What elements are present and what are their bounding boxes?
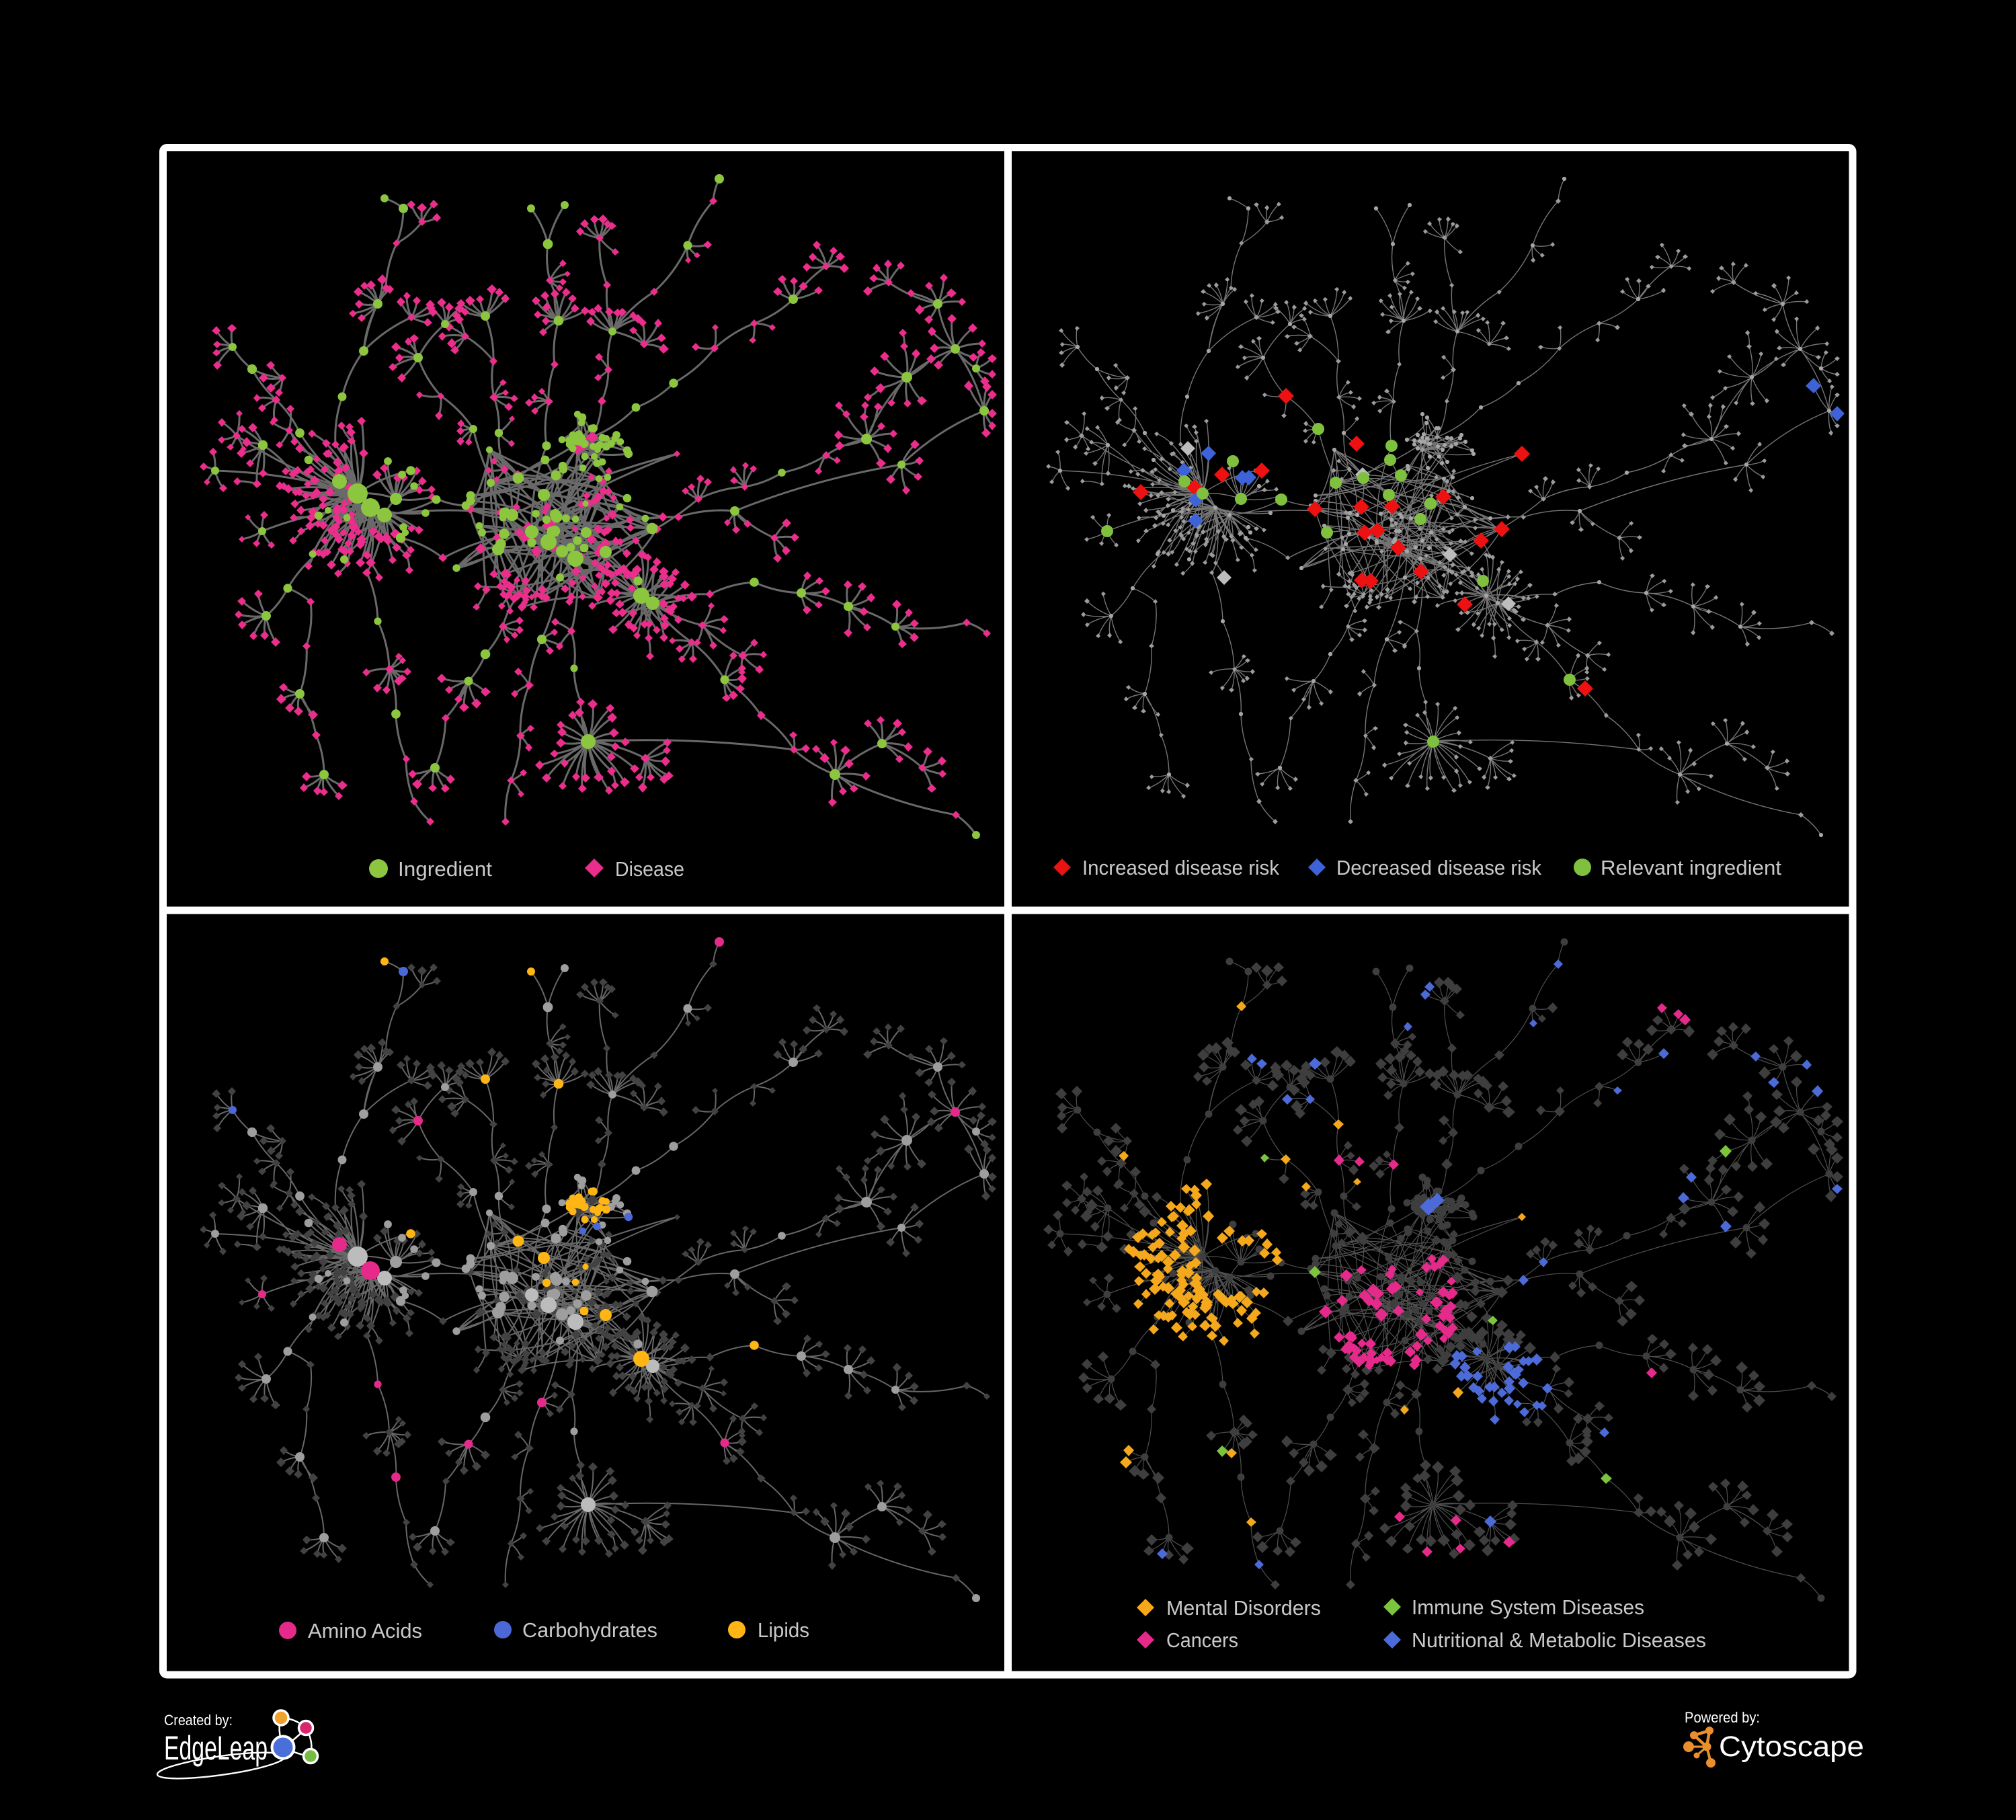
svg-text:Mental Disorders: Mental Disorders	[1166, 1596, 1321, 1620]
svg-text:Created by:: Created by:	[164, 1712, 233, 1729]
svg-text:Cytoscape: Cytoscape	[1719, 1731, 1864, 1763]
svg-text:Increased disease risk: Increased disease risk	[1082, 856, 1279, 879]
svg-text:Nutritional & Metabolic Diseas: Nutritional & Metabolic Diseases	[1412, 1628, 1706, 1652]
svg-text:Disease: Disease	[615, 857, 684, 881]
svg-text:Powered by:: Powered by:	[1685, 1709, 1760, 1726]
svg-text:Carbohydrates: Carbohydrates	[522, 1618, 657, 1642]
svg-text:EdgeLeap: EdgeLeap	[164, 1729, 268, 1767]
svg-text:Immune System Diseases: Immune System Diseases	[1412, 1595, 1644, 1619]
svg-text:Amino Acids: Amino Acids	[308, 1619, 422, 1643]
svg-text:Decreased disease risk: Decreased disease risk	[1336, 856, 1541, 879]
svg-text:Cancers: Cancers	[1166, 1628, 1238, 1652]
svg-text:Relevant ingredient: Relevant ingredient	[1601, 856, 1781, 879]
svg-text:Ingredient: Ingredient	[398, 857, 492, 881]
svg-text:Lipids: Lipids	[758, 1618, 809, 1642]
